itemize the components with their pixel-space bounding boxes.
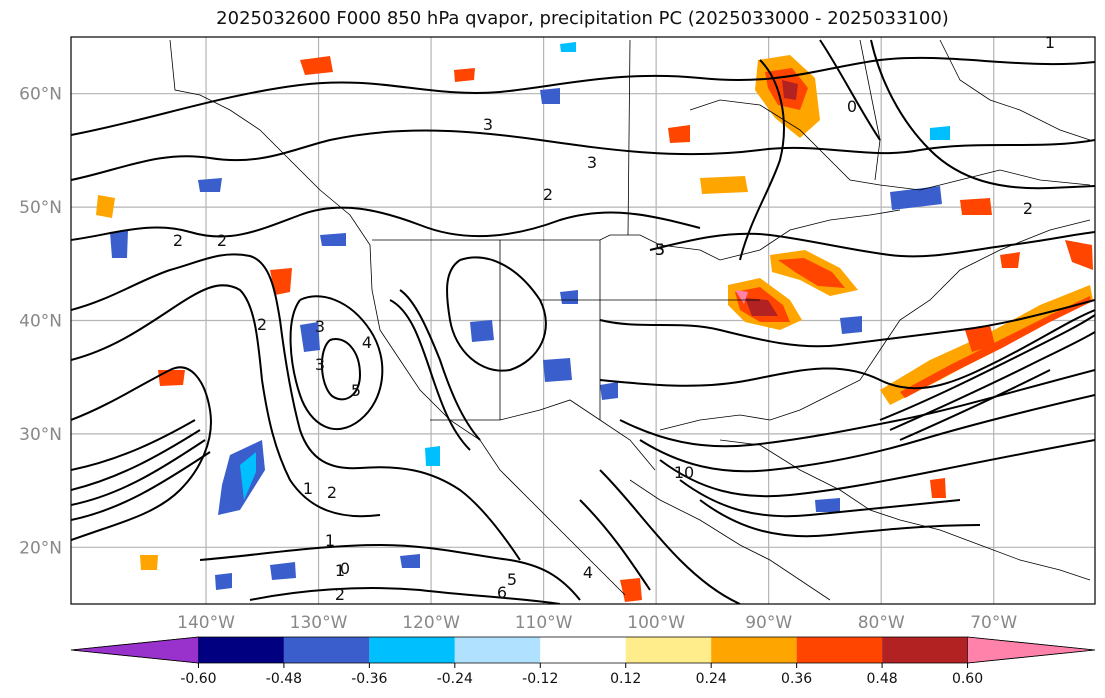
colorbar-bin [454, 637, 541, 663]
contour-label: 1 [325, 531, 335, 550]
colorbar-tick-label: 0.24 [696, 671, 727, 687]
colorbar-under-triangle [70, 636, 199, 664]
lat-tick-label: 60°N [19, 85, 62, 105]
contour-label: 3 [315, 355, 325, 374]
colorbar: -0.60 -0.48 -0.36 -0.24 -0.12 0.12 0.24 0.36 0.4… [70, 636, 1096, 687]
contour-label: 10 [674, 463, 694, 482]
colorbar-tick-label: -0.48 [266, 671, 302, 687]
lon-tick-label: 70°W [970, 613, 1017, 633]
lat-tick-label: 50°N [19, 198, 62, 218]
colorbar-tick-label: -0.12 [522, 671, 558, 687]
colorbar-tick-label: 0.60 [952, 671, 983, 687]
colorbar-bin [882, 637, 968, 663]
lon-tick-label: 140°W [177, 613, 235, 633]
colorbar-tick-label: 0.36 [781, 671, 812, 687]
contour-label: 5 [507, 570, 517, 589]
colorbar-tick-label: -0.36 [351, 671, 387, 687]
lat-tick-label: 20°N [19, 538, 62, 558]
lon-tick-label: 110°W [515, 613, 573, 633]
contour-label: 5 [655, 240, 665, 259]
lat-tick-label: 30°N [19, 425, 62, 445]
coastlines-and-borders [169, 39, 1091, 601]
contour-label: 2 [257, 315, 267, 334]
lat-tick-label: 40°N [19, 312, 62, 332]
contour-label: 3 [587, 153, 597, 172]
longitude-labels: 140°W 130°W 120°W 110°W 100°W 90°W 80°W 70°W [177, 613, 1017, 633]
lon-tick-label: 90°W [745, 613, 792, 633]
contour-label: 3 [655, 240, 665, 259]
contour-label: 5 [351, 381, 361, 400]
contour-label: 2 [1023, 199, 1033, 218]
contour-label: 2 [335, 585, 345, 604]
contour-label: 2 [217, 231, 227, 250]
contour-label: 6 [497, 583, 507, 602]
latitude-labels: 20°N 30°N 40°N 50°N 60°N [19, 85, 62, 559]
colorbar-bin [711, 637, 797, 663]
colorbar-tick-label: 0.12 [610, 671, 641, 687]
colorbar-bin [283, 637, 370, 663]
colorbar-bin [625, 637, 712, 663]
contour-label: 3 [483, 115, 493, 134]
lon-tick-label: 130°W [290, 613, 348, 633]
contour-label: 4 [362, 333, 372, 352]
lon-tick-label: 100°W [627, 613, 685, 633]
colorbar-tick-label: -0.60 [180, 671, 216, 687]
contour-label: 2 [173, 231, 183, 250]
lon-tick-label: 80°W [858, 613, 905, 633]
map-frame [70, 36, 1096, 605]
colorbar-bin [796, 637, 883, 663]
contour-label: 0 [340, 559, 350, 578]
contour-label: 0 [847, 97, 857, 116]
contour-label: 1 [303, 479, 313, 498]
contour-label: 1 [1045, 33, 1055, 52]
contour-label: 1 [335, 561, 345, 580]
map-title: 2025032600 F000 850 hPa qvapor, precipit… [216, 8, 949, 29]
contour-label: 2 [327, 483, 337, 502]
colorbar-bin [198, 637, 284, 663]
colorbar-tick-label: -0.24 [437, 671, 473, 687]
contour-label: 2 [543, 185, 553, 204]
colorbar-over-triangle [967, 636, 1096, 664]
colorbar-bin [540, 637, 626, 663]
lon-tick-label: 120°W [402, 613, 460, 633]
colorbar-tick-label: 0.48 [867, 671, 898, 687]
colorbar-bin [369, 637, 455, 663]
contour-label: 3 [315, 317, 325, 336]
qvapor-contours [71, 39, 1095, 604]
contour-label: 4 [583, 563, 593, 582]
